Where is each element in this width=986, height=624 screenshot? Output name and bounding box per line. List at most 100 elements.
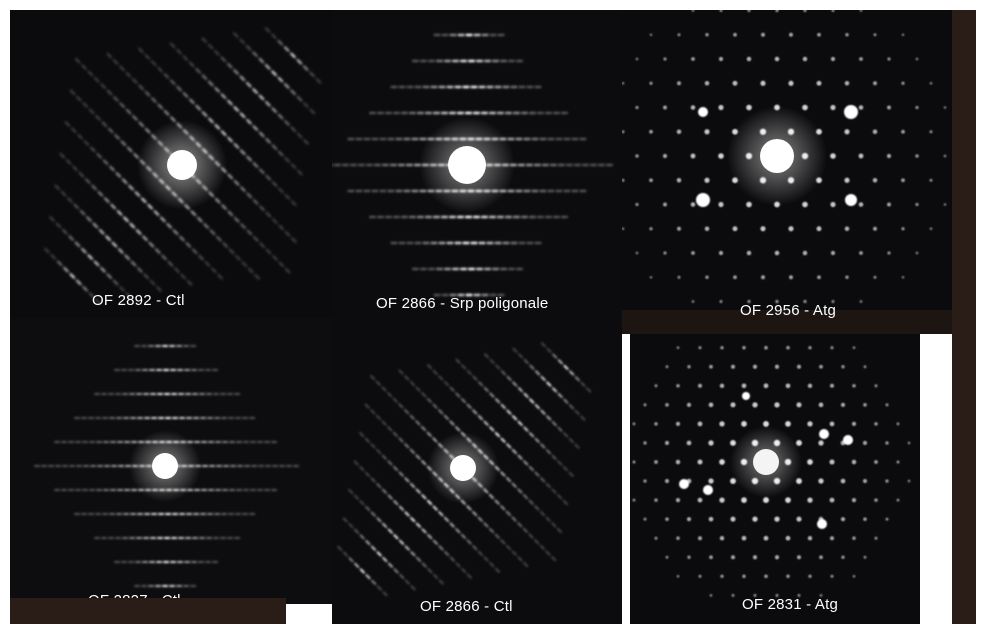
diffraction-spot bbox=[665, 555, 669, 559]
diffraction-streak bbox=[495, 398, 501, 404]
diffraction-spot bbox=[802, 250, 808, 256]
diffraction-spot bbox=[786, 574, 790, 579]
diffraction-spot bbox=[719, 459, 725, 465]
diffraction-streak bbox=[500, 539, 506, 545]
diffraction-streak bbox=[227, 210, 234, 217]
diffraction-spot bbox=[845, 275, 849, 279]
diffraction-streak bbox=[254, 274, 260, 280]
diffraction-spot bbox=[677, 81, 681, 86]
diffraction-streak bbox=[246, 118, 252, 125]
diffraction-streak bbox=[574, 409, 580, 416]
diffraction-streak bbox=[291, 237, 297, 243]
diffraction-streak bbox=[143, 273, 150, 280]
diffraction-streak bbox=[404, 375, 410, 381]
diffraction-streak bbox=[432, 369, 438, 375]
diffraction-streak bbox=[101, 121, 108, 127]
diffraction-spot bbox=[663, 202, 667, 207]
diffraction-streak bbox=[265, 101, 271, 107]
diffraction-streak bbox=[506, 375, 512, 381]
diffraction-streak bbox=[563, 398, 569, 404]
diffraction-spot bbox=[901, 81, 905, 85]
diffraction-spot bbox=[708, 402, 714, 408]
diffraction-spot bbox=[677, 275, 681, 279]
diffraction-streak bbox=[574, 443, 580, 449]
diffraction-spot bbox=[886, 153, 892, 159]
diffraction-streak bbox=[264, 64, 271, 70]
diffraction-streak bbox=[557, 359, 563, 365]
diffraction-streak bbox=[272, 255, 278, 261]
diffraction-streak bbox=[540, 375, 546, 382]
diffraction-streak bbox=[235, 255, 241, 261]
diffraction-spot bbox=[858, 105, 864, 110]
diffraction-spot bbox=[807, 497, 813, 503]
diffraction-streak bbox=[489, 426, 495, 432]
diffraction-spot bbox=[885, 479, 889, 483]
diffraction-streak bbox=[138, 121, 145, 128]
diffraction-streak bbox=[265, 138, 271, 144]
diffraction-streak bbox=[107, 127, 114, 134]
diffraction-streak bbox=[233, 32, 239, 38]
diffraction-streak bbox=[198, 254, 204, 261]
diffraction-spot bbox=[679, 479, 689, 489]
diffraction-spot bbox=[690, 202, 696, 207]
diffraction-streak bbox=[246, 81, 252, 88]
diffraction-streak bbox=[83, 140, 90, 146]
diffraction-streak bbox=[258, 94, 265, 101]
diffraction-streak bbox=[359, 431, 365, 438]
diffraction-streak bbox=[214, 87, 220, 93]
diffraction-streak bbox=[438, 579, 444, 585]
corner-dark-right bbox=[952, 10, 976, 624]
central-spot bbox=[760, 139, 794, 173]
diffraction-spot bbox=[896, 422, 900, 426]
diffraction-spot bbox=[785, 421, 791, 427]
diffraction-streak bbox=[65, 159, 72, 165]
diffraction-streak bbox=[208, 117, 214, 124]
diffraction-streak bbox=[427, 533, 433, 540]
diffraction-spot bbox=[747, 299, 751, 304]
diffraction-streak bbox=[239, 38, 246, 45]
diffraction-spot bbox=[698, 574, 702, 578]
diffraction-spot bbox=[873, 226, 877, 231]
diffraction-streak bbox=[404, 579, 411, 585]
diffraction-spot bbox=[907, 441, 911, 445]
diffraction-spot bbox=[796, 478, 802, 484]
diffraction-spot bbox=[796, 364, 802, 369]
diffraction-spot bbox=[704, 226, 710, 231]
diffraction-spot bbox=[696, 193, 710, 207]
diffraction-streak bbox=[88, 108, 95, 115]
diffraction-streak bbox=[364, 471, 371, 477]
diffraction-spot bbox=[752, 402, 758, 408]
diffraction-spot bbox=[830, 104, 836, 111]
diffraction-spot bbox=[785, 535, 791, 541]
diffraction-spot bbox=[703, 485, 713, 495]
diffraction-spot bbox=[859, 10, 863, 12]
diffraction-streak bbox=[534, 404, 540, 410]
diffraction-streak bbox=[540, 477, 546, 483]
diffraction-spot bbox=[816, 80, 822, 86]
diffraction-spot bbox=[885, 441, 889, 445]
diffraction-streak bbox=[365, 540, 371, 546]
diffraction-streak bbox=[271, 70, 277, 76]
diffraction-spot bbox=[785, 383, 791, 389]
diffraction-streak bbox=[449, 522, 455, 528]
diffraction-streak bbox=[62, 228, 68, 235]
diffraction-streak bbox=[557, 494, 563, 500]
diffraction-spot bbox=[885, 517, 889, 521]
diffraction-spot bbox=[698, 346, 702, 350]
diffraction-pattern-4 bbox=[34, 345, 300, 587]
diffraction-streak bbox=[95, 298, 101, 305]
diffraction-streak bbox=[460, 398, 467, 404]
diffraction-streak bbox=[433, 573, 439, 579]
diffraction-streak bbox=[387, 528, 393, 534]
diffraction-spot bbox=[817, 519, 827, 529]
diffraction-streak bbox=[506, 544, 512, 551]
diffraction-streak bbox=[488, 493, 494, 499]
diffraction-spot bbox=[763, 383, 769, 389]
diffraction-streak bbox=[477, 550, 484, 556]
diffraction-spot bbox=[807, 535, 813, 541]
diffraction-streak bbox=[551, 522, 557, 528]
diffraction-streak bbox=[246, 192, 253, 199]
diffraction-streak bbox=[79, 209, 86, 216]
central-spot bbox=[450, 455, 476, 481]
diffraction-streak bbox=[119, 65, 125, 72]
